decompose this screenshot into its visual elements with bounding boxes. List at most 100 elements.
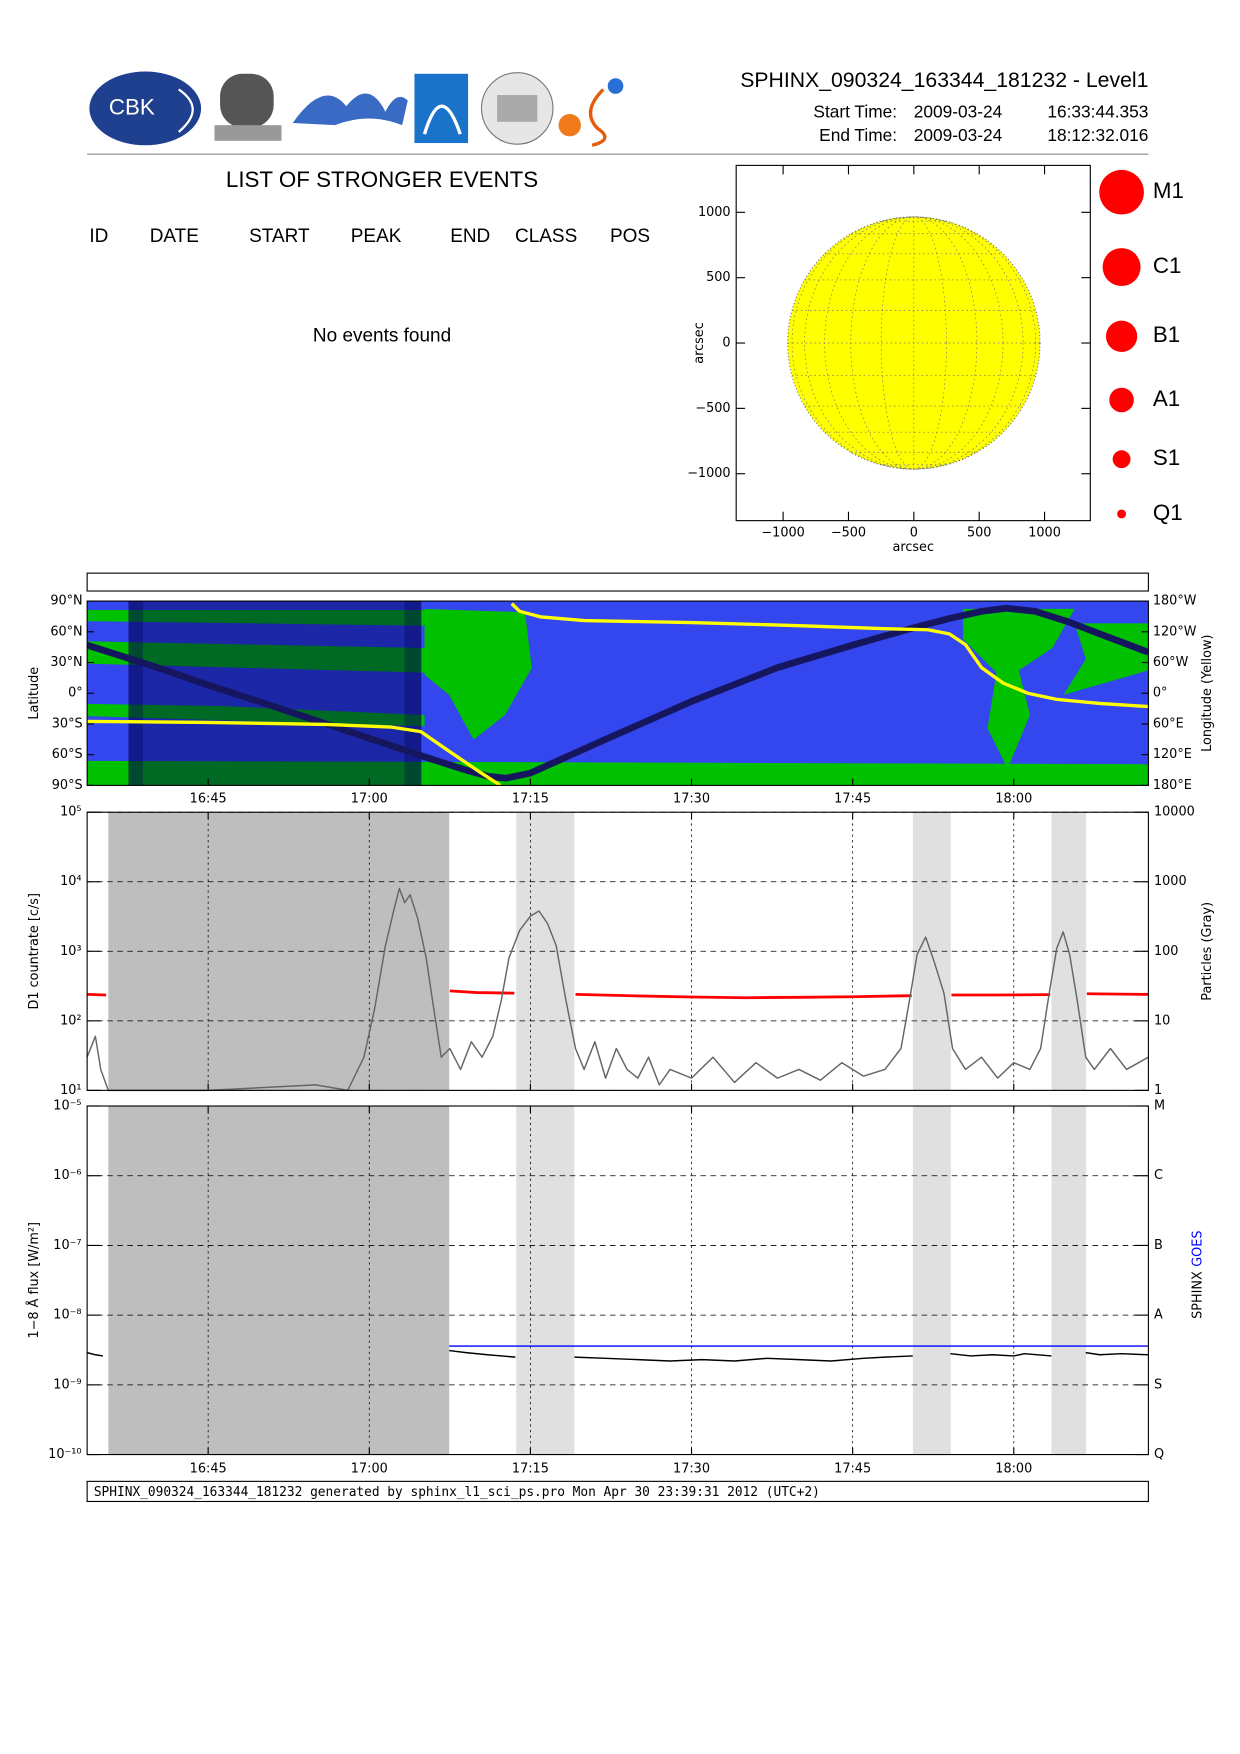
y-axis-label: 1−8 Å flux [W/m²] [26, 1222, 42, 1339]
legend-marker [1099, 169, 1144, 215]
x-tick-label: 17:00 [351, 1462, 388, 1477]
y-tick-label: −1000 [687, 466, 730, 481]
shaded-interval [108, 1106, 450, 1455]
disk-meridian [791, 216, 1037, 470]
legend-marker [1112, 450, 1131, 469]
end-label: End Time: [819, 125, 897, 145]
logo-portrait [220, 73, 274, 128]
events-message: No events found [313, 325, 451, 346]
footer-text: SPHINX_090324_163344_181232 generated by… [94, 1485, 820, 1500]
x-tick-label: 17:45 [834, 1462, 871, 1477]
y-tick-label: 10³ [60, 944, 81, 959]
logo-text: CBK [109, 94, 155, 119]
x-tick-label: −1000 [761, 525, 804, 540]
legend-label: Q1 [1153, 500, 1183, 525]
y-tick-label: 90°S [52, 778, 83, 793]
logo-arc [422, 104, 462, 135]
shaded-edge [404, 601, 422, 786]
y2-tick-label: A [1154, 1308, 1163, 1323]
y-tick-label: 10⁻⁸ [53, 1308, 81, 1323]
x-tick-label: 17:15 [512, 791, 549, 806]
y-tick-label: 30°N [50, 655, 82, 670]
series-line [87, 989, 1149, 1000]
legend-entry: GOES [1190, 1230, 1205, 1266]
land-shape [87, 703, 425, 727]
y2-tick-label: B [1154, 1238, 1163, 1253]
y2-tick-label: M [1154, 1099, 1165, 1114]
legend-label: S1 [1153, 445, 1180, 470]
logo-mian [292, 93, 408, 126]
x-tick-label: 18:00 [995, 1462, 1032, 1477]
column-header: ID [89, 226, 108, 247]
legend-marker [1105, 320, 1138, 352]
y-tick-label: 30°S [52, 716, 83, 731]
x-tick-label: 16:45 [190, 791, 227, 806]
logo-s [588, 88, 607, 147]
x-tick-label: 17:15 [512, 1462, 549, 1477]
start-date: 2009-03-24 [914, 101, 1003, 121]
column-header: START [249, 226, 310, 247]
y-tick-label: 10⁻⁵ [53, 1099, 81, 1114]
y2-tick-label: Q [1154, 1447, 1164, 1462]
y-axis-label: Latitude [27, 667, 42, 720]
y2-tick-label: 120°W [1153, 624, 1197, 639]
y-tick-label: 10⁻¹⁰ [48, 1447, 81, 1462]
logo-caption [214, 125, 282, 141]
shaded-interval [516, 1106, 575, 1455]
track-line [87, 604, 1149, 782]
land-shape [87, 760, 1149, 786]
end-time: 18:12:32.016 [1047, 125, 1148, 145]
y-tick-label: 0° [68, 686, 83, 701]
shaded-interval [128, 601, 422, 786]
y-tick-label: 60°N [50, 624, 82, 639]
column-header: DATE [150, 226, 199, 247]
logo-swoosh [178, 88, 194, 133]
y2-tick-label: 60°W [1153, 655, 1189, 670]
logo-cbk [89, 71, 202, 146]
y-tick-label: 90°N [50, 594, 82, 609]
legend-entry: SPHINX [1190, 1271, 1205, 1319]
y2-tick-label: 120°E [1153, 747, 1192, 762]
report-title: SPHINX_090324_163344_181232 - Level1 [740, 69, 1148, 92]
y-tick-label: 500 [706, 270, 731, 285]
shaded-interval [912, 1106, 951, 1455]
y-tick-label: 10⁻⁹ [53, 1377, 81, 1392]
y2-tick-label: 10000 [1154, 805, 1195, 820]
column-header: PEAK [351, 226, 402, 247]
legend-marker [1109, 387, 1134, 413]
plot-frame [86, 811, 1149, 1091]
y-axis-label: arcsec [692, 322, 707, 364]
y-tick-label: 10¹ [60, 1083, 81, 1098]
series-line [86, 1349, 1149, 1362]
plot-frame [86, 1105, 1149, 1456]
y2-tick-label: 180°E [1153, 778, 1192, 793]
series-line [86, 887, 1149, 1092]
legend-marker [1117, 509, 1127, 519]
legend-marker [1102, 248, 1141, 287]
y2-axis-label: Longitude (Yellow) [1200, 635, 1215, 752]
empty-box [86, 572, 1149, 592]
legend-label: C1 [1153, 253, 1182, 278]
x-tick-label: 500 [967, 525, 992, 540]
y-tick-label: 10² [60, 1013, 81, 1028]
shaded-interval [1051, 1106, 1087, 1455]
disk-meridian [804, 216, 1024, 470]
logo-building [497, 95, 538, 122]
column-header: CLASS [515, 226, 577, 247]
x-axis-label: arcsec [892, 540, 934, 555]
y-tick-label: 1000 [698, 205, 731, 220]
start-time: 16:33:44.353 [1047, 101, 1148, 121]
y-tick-label: −500 [695, 401, 730, 416]
y-tick-label: 60°S [52, 747, 83, 762]
y2-axis-label: Particles (Gray) [1200, 902, 1215, 1001]
legend-label: M1 [1153, 178, 1184, 203]
y2-tick-label: 60°E [1153, 716, 1184, 731]
x-tick-label: 17:45 [834, 791, 871, 806]
x-tick-label: 17:30 [673, 791, 710, 806]
x-tick-label: 1000 [1028, 525, 1061, 540]
y-tick-label: 10⁻⁷ [53, 1238, 81, 1253]
column-header: END [450, 226, 490, 247]
longitude-line [87, 602, 1149, 786]
x-tick-label: 18:00 [995, 791, 1032, 806]
